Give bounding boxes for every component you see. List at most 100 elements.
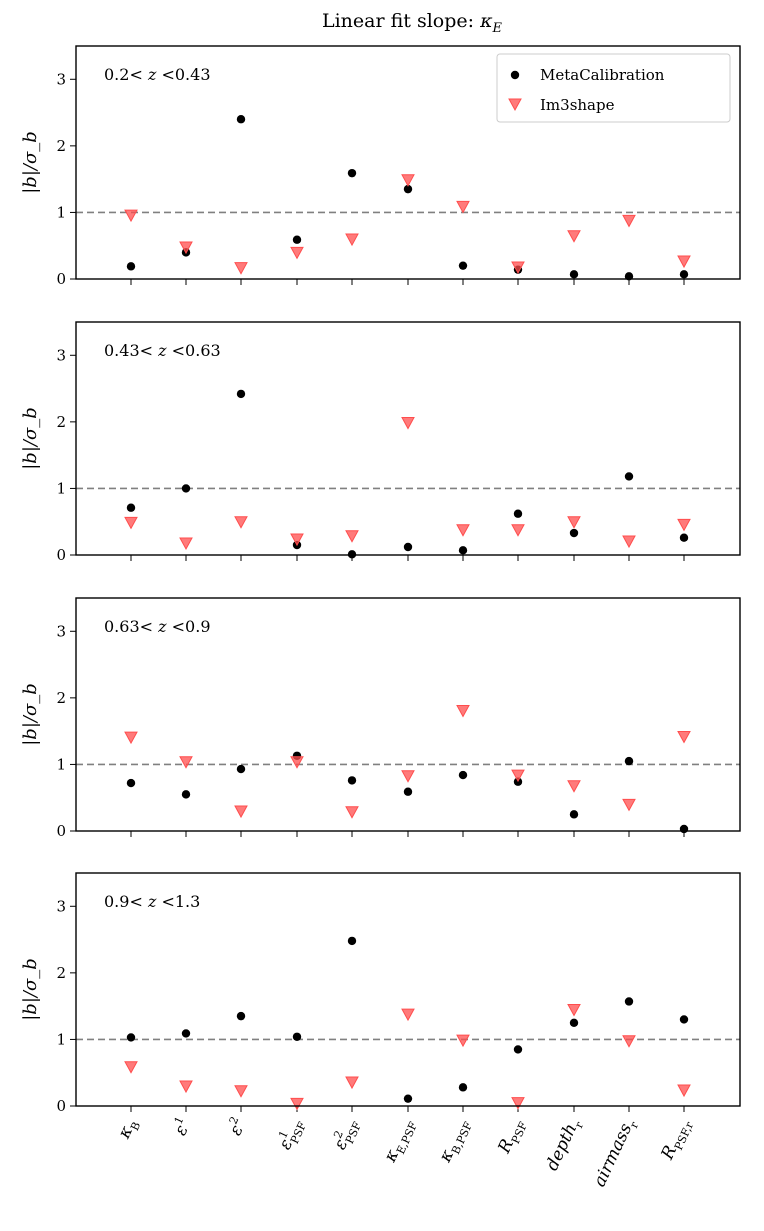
legend-label-metacalibration: MetaCalibration: [540, 66, 665, 84]
point-metacalibration: [679, 824, 689, 834]
panel-frame: [75, 597, 741, 832]
panel-1: 0 1 2 3 |b|/σ_b 0.2< z <0.43 MetaCalibration Im…: [20, 45, 741, 288]
point-im3shape: [345, 233, 359, 247]
point-metacalibration: [126, 262, 136, 271]
point-im3shape: [401, 770, 415, 783]
point-metacalibration: [181, 790, 191, 799]
point-metacalibration: [403, 542, 413, 552]
point-metacalibration: [236, 115, 246, 124]
point-im3shape: [567, 780, 581, 793]
point-metacalibration: [347, 936, 357, 946]
point-im3shape: [179, 537, 193, 551]
point-metacalibration: [236, 1011, 246, 1021]
point-metacalibration: [458, 770, 468, 780]
point-im3shape: [622, 798, 636, 812]
point-im3shape: [567, 1003, 581, 1017]
point-metacalibration: [403, 184, 413, 194]
point-im3shape: [622, 1035, 636, 1048]
point-im3shape: [124, 1061, 138, 1074]
point-metacalibration: [236, 389, 246, 399]
point-metacalibration: [181, 1029, 191, 1038]
point-im3shape: [677, 255, 691, 269]
y-tick-label: 2: [56, 964, 66, 982]
y-axis-label: |b|/σ_b: [20, 131, 41, 194]
y-axis-label: |b|/σ_b: [20, 683, 41, 746]
redshift-bin-label: 0.63< z <0.9: [104, 617, 211, 636]
point-metacalibration: [126, 1033, 136, 1042]
point-im3shape: [179, 241, 193, 255]
legend-box: [496, 53, 731, 123]
x-category-label: depthr: [542, 1115, 586, 1175]
point-metacalibration: [679, 533, 689, 542]
point-im3shape: [567, 516, 581, 529]
x-category-label: airmassr: [590, 1115, 642, 1191]
point-im3shape: [456, 200, 470, 214]
y-tick-label: 0: [56, 822, 66, 840]
point-metacalibration: [569, 1018, 579, 1027]
x-category-label: RPSF: [494, 1115, 530, 1158]
y-tick-label: 0: [56, 270, 66, 288]
point-im3shape: [511, 769, 525, 783]
point-im3shape: [290, 1097, 304, 1111]
point-metacalibration: [292, 1032, 302, 1041]
y-axis-label: |b|/σ_b: [20, 407, 41, 470]
point-metacalibration: [403, 1094, 413, 1103]
point-im3shape: [234, 1085, 248, 1098]
point-im3shape: [179, 756, 193, 769]
point-metacalibration: [679, 1015, 689, 1024]
y-tick-label: 1: [56, 755, 66, 773]
point-im3shape: [567, 230, 581, 243]
y-tick-label: 1: [56, 1030, 66, 1048]
point-im3shape: [290, 756, 304, 769]
y-tick-label: 2: [56, 689, 66, 707]
y-tick-label: 1: [56, 203, 66, 221]
x-category-label: RPSF,r: [657, 1115, 697, 1165]
x-category-label: ε2PSF: [327, 1114, 364, 1154]
point-im3shape: [234, 805, 248, 819]
panel-frame: [75, 321, 741, 556]
point-metacalibration: [126, 778, 136, 788]
point-im3shape: [345, 806, 359, 819]
point-metacalibration: [458, 1083, 468, 1092]
point-metacalibration: [624, 756, 634, 766]
point-im3shape: [345, 530, 359, 543]
point-im3shape: [290, 533, 304, 547]
point-metacalibration: [569, 528, 579, 538]
figure-title: Linear fit slope: κE: [322, 10, 503, 36]
x-category-label: ε1PSF: [272, 1114, 309, 1154]
point-metacalibration: [458, 261, 468, 270]
y-tick-label: 3: [56, 70, 66, 88]
point-metacalibration: [347, 776, 357, 785]
y-tick-label: 3: [56, 897, 66, 915]
x-category-label: κB,PSF: [435, 1115, 476, 1167]
y-tick-label: 3: [56, 346, 66, 364]
panel-3: 0 1 2 3 |b|/σ_b 0.63< z <0.9: [20, 597, 741, 840]
point-im3shape: [456, 705, 470, 718]
point-im3shape: [124, 731, 138, 745]
point-im3shape: [124, 209, 138, 223]
point-im3shape: [511, 524, 525, 537]
point-im3shape: [677, 1084, 691, 1098]
point-im3shape: [401, 1008, 415, 1022]
y-tick-label: 2: [56, 137, 66, 155]
point-im3shape: [345, 1076, 359, 1090]
point-im3shape: [179, 1080, 193, 1094]
point-im3shape: [456, 524, 470, 537]
point-metacalibration: [292, 235, 302, 244]
x-category-label: κE,PSF: [380, 1115, 421, 1167]
legend-marker-metacalibration: [510, 70, 520, 80]
point-im3shape: [290, 246, 304, 260]
point-im3shape: [456, 1034, 470, 1048]
point-metacalibration: [624, 997, 634, 1006]
point-metacalibration: [624, 472, 634, 481]
point-metacalibration: [458, 546, 468, 555]
x-category-label: ε2: [223, 1114, 251, 1138]
point-im3shape: [677, 518, 691, 532]
point-im3shape: [622, 214, 636, 228]
panel-frame: [75, 872, 741, 1107]
point-metacalibration: [679, 270, 689, 279]
y-tick-label: 0: [56, 1097, 66, 1115]
y-tick-label: 1: [56, 479, 66, 497]
point-metacalibration: [347, 168, 357, 178]
